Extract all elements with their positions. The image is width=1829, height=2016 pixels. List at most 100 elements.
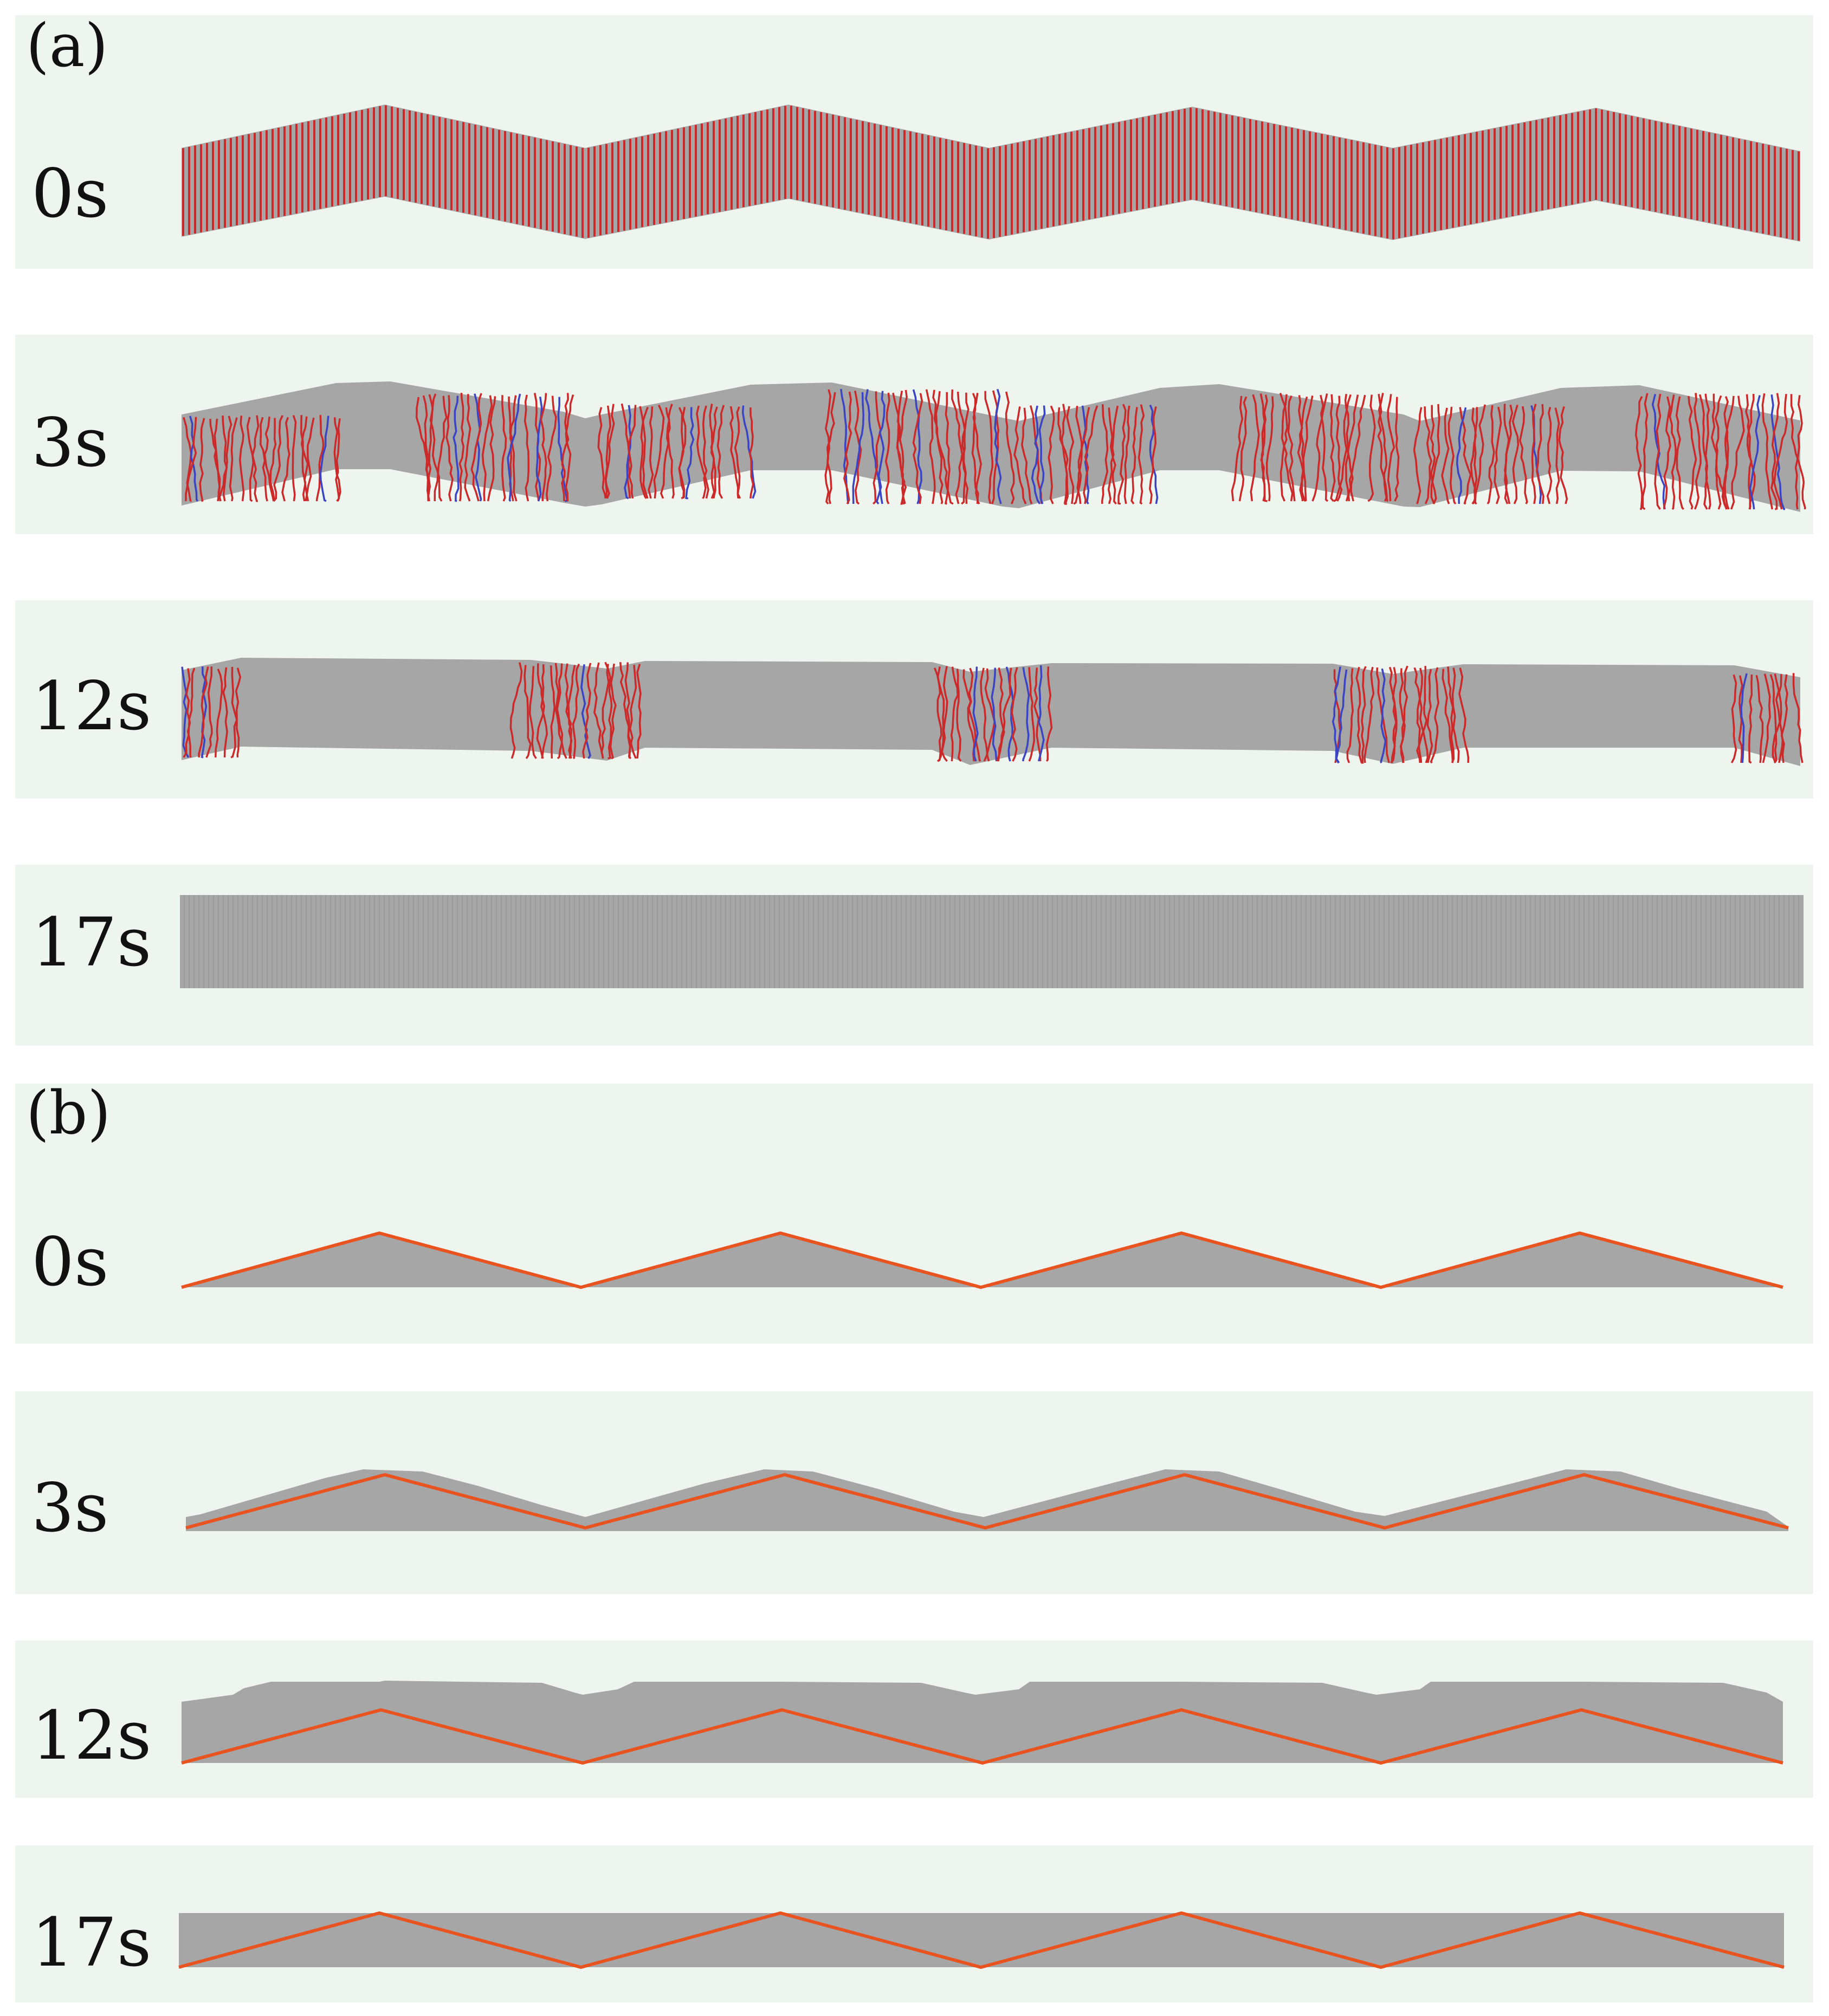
dislocation-line — [1346, 668, 1354, 763]
dislocation-line — [967, 667, 981, 762]
dislocation-line — [1130, 407, 1138, 504]
dislocation-line — [1013, 406, 1027, 504]
dislocation-line — [524, 394, 530, 502]
dislocation-line — [540, 393, 547, 501]
dislocation-line — [1022, 667, 1030, 761]
dislocation-line — [873, 391, 882, 505]
disorder-clusters-a-12s — [181, 662, 1804, 764]
dislocation-line — [1299, 395, 1314, 501]
dislocation-line — [628, 665, 637, 760]
dislocation-line — [636, 664, 642, 759]
dislocation-line — [300, 416, 309, 502]
dislocation-line — [1117, 404, 1127, 505]
dislocation-line — [1005, 391, 1015, 504]
dislocation-line — [1101, 404, 1109, 504]
dislocation-line — [1487, 405, 1495, 504]
dislocation-line — [1424, 406, 1433, 504]
interface-b-3s — [185, 1473, 1789, 1530]
dislocation-line — [1332, 666, 1342, 763]
band-b-0s — [182, 1233, 1783, 1287]
dislocation-line — [1028, 667, 1036, 762]
dislocation-line — [925, 389, 936, 504]
dislocation-line — [639, 406, 649, 500]
dislocation-line — [1281, 394, 1294, 502]
dislocation-line — [1033, 667, 1042, 762]
dislocation-line — [1011, 667, 1018, 762]
dislocation-line — [572, 663, 580, 760]
dislocation-line — [1426, 669, 1433, 763]
dislocation-line — [1762, 673, 1771, 763]
dislocation-line — [749, 407, 754, 499]
dislocation-line — [1045, 666, 1053, 762]
dislocation-line — [604, 404, 615, 499]
dislocation-line — [1038, 665, 1045, 762]
dislocation-line — [416, 397, 431, 502]
dislocation-line — [1761, 393, 1774, 510]
dislocation-line — [183, 417, 192, 502]
dislocation-line — [1361, 666, 1367, 764]
dislocation-line — [222, 667, 228, 758]
dislocation-line — [1416, 666, 1428, 763]
dislocation-line — [269, 418, 277, 502]
dislocation-line — [1335, 396, 1343, 502]
dislocation-line — [597, 407, 606, 499]
dislocation-line — [1345, 394, 1366, 502]
dislocation-line — [609, 663, 617, 760]
dislocation-line — [1378, 392, 1389, 502]
dislocation-line — [1138, 404, 1145, 505]
dislocation-line — [1355, 666, 1363, 763]
dislocation-line — [281, 417, 290, 502]
dislocation-line — [1108, 407, 1117, 505]
dislocation-line — [453, 396, 460, 502]
time-label-b-0s: 0s — [31, 1223, 109, 1301]
dislocation-line — [843, 391, 852, 504]
dislocation-line — [1494, 406, 1502, 504]
dislocation-line — [1031, 405, 1041, 504]
dislocation-line — [319, 416, 329, 502]
dislocation-line — [912, 389, 922, 504]
dislocation-line — [1123, 405, 1130, 504]
dislocation-line — [434, 396, 448, 501]
dislocation-line — [1770, 393, 1780, 510]
dislocation-line — [1149, 406, 1157, 504]
dislocation-line — [561, 393, 570, 502]
dislocation-line — [1714, 395, 1728, 510]
dislocation-line — [685, 407, 695, 500]
dislocation-line — [305, 417, 315, 502]
dislocation-line — [246, 417, 258, 502]
dislocation-line — [507, 393, 521, 502]
dislocation-line — [1380, 668, 1387, 764]
dislocation-line — [1083, 405, 1098, 504]
dislocation-line — [1363, 666, 1375, 763]
dislocation-line — [1675, 396, 1684, 510]
panel-b-label: (b) — [26, 1078, 111, 1148]
dislocation-line — [624, 662, 631, 759]
dislocation-line — [899, 390, 908, 504]
dislocation-line — [1335, 669, 1348, 763]
dislocation-line — [528, 666, 537, 759]
dislocation-line — [546, 396, 557, 502]
dislocation-line — [1458, 667, 1470, 763]
dislocation-line — [335, 418, 341, 502]
dislocation-line — [734, 406, 741, 499]
dislocation-line — [1546, 407, 1553, 504]
dislocation-line — [1057, 407, 1069, 505]
dislocation-line — [961, 392, 970, 504]
dislocation-line — [884, 392, 890, 504]
dislocation-line — [950, 666, 959, 762]
dislocation-line — [1447, 406, 1457, 505]
dislocation-line — [667, 404, 675, 499]
dislocation-line — [1451, 667, 1460, 763]
dislocation-line — [300, 415, 307, 502]
dislocation-line — [1311, 393, 1328, 502]
dislocation-line — [938, 666, 948, 762]
dislocation-line — [458, 392, 465, 502]
dislocation-line — [1740, 673, 1748, 763]
dislocation-line — [1773, 393, 1788, 510]
dislocation-line — [183, 667, 196, 758]
dislocation-line — [1703, 393, 1710, 510]
dislocation-line — [1792, 673, 1804, 763]
dislocation-line — [1149, 404, 1159, 504]
dislocation-line — [604, 662, 613, 760]
dislocation-line — [218, 415, 228, 502]
